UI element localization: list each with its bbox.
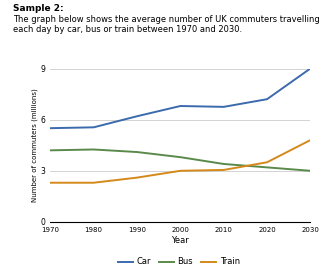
X-axis label: Year: Year	[172, 236, 189, 245]
Text: Sample 2:: Sample 2:	[13, 4, 64, 13]
Text: each day by car, bus or train between 1970 and 2030.: each day by car, bus or train between 19…	[13, 25, 242, 34]
Y-axis label: Number of commuters (millions): Number of commuters (millions)	[31, 88, 38, 202]
Text: The graph below shows the average number of UK commuters travelling: The graph below shows the average number…	[13, 15, 320, 24]
Legend: Car, Bus, Train: Car, Bus, Train	[114, 254, 243, 270]
